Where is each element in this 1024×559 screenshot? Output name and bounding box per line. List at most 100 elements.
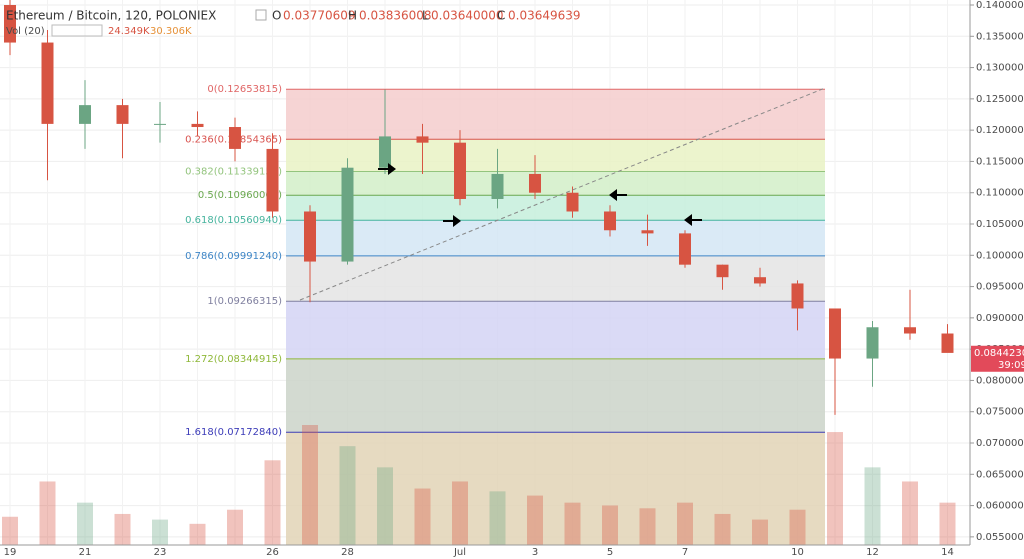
- y-tick-label: 0.11500000: [976, 156, 1024, 167]
- volume-bar: [939, 502, 956, 545]
- vol-controls[interactable]: [51, 24, 103, 37]
- y-tick-label: 0.08000000: [976, 375, 1024, 386]
- volume-bar: [714, 513, 731, 545]
- candle-body: [266, 148, 279, 212]
- y-tick-label: 0.07000000: [976, 438, 1024, 449]
- x-tick-label: 28: [341, 547, 354, 558]
- o-label: O: [272, 9, 281, 23]
- open: 0.03770609: [283, 9, 356, 23]
- volume-bar: [414, 488, 431, 545]
- candle-body: [941, 333, 954, 353]
- fib-band: [286, 432, 825, 545]
- axes: 0.05500000 0.06000000 0.06500000 0.07000000…: [4, 0, 1024, 558]
- x-tick-label: 19: [4, 547, 17, 558]
- volume-bar: [639, 508, 656, 545]
- fib-label: 1(0.09266315): [207, 296, 282, 307]
- volume-bar: [902, 481, 918, 545]
- candle-body: [4, 5, 16, 43]
- fib-band: [286, 195, 825, 221]
- fib-label: 1.618(0.07172840): [185, 427, 282, 438]
- candle-body: [116, 105, 129, 124]
- volume-bar: [452, 481, 468, 545]
- arrow-right: [378, 163, 396, 175]
- fib-band: [286, 255, 825, 302]
- volume-bar: [864, 467, 881, 545]
- countdown: 39:09: [998, 360, 1024, 371]
- last-price: 0.08442301: [974, 348, 1024, 359]
- y-tick-label: 0.06000000: [976, 501, 1024, 512]
- arrow-right: [443, 215, 461, 227]
- fib-label: 1.272(0.08344915): [185, 354, 282, 365]
- fib-band: [286, 139, 825, 172]
- volume-bar: [114, 513, 131, 545]
- x-tick-label: 12: [866, 547, 879, 558]
- fib-band: [286, 220, 825, 256]
- candle-body: [829, 308, 841, 359]
- candle-body: [154, 123, 166, 125]
- volume-bar: [752, 519, 768, 545]
- volume-bar: [77, 502, 93, 545]
- x-tick-label: Jul: [453, 547, 466, 558]
- candle-body: [604, 211, 616, 231]
- y-tick-label: 0.12500000: [976, 94, 1024, 105]
- candle-body: [304, 211, 316, 262]
- volume-bar: [39, 481, 56, 545]
- candle-body: [229, 127, 241, 149]
- candles: [4, 0, 954, 415]
- x-tick-label: 26: [266, 547, 279, 558]
- y-tick-label: 0.05500000: [976, 532, 1024, 543]
- l-label: L: [422, 9, 429, 23]
- legend: Ethereum / Bitcoin, 120, POLONIEX O 0.03…: [6, 9, 581, 38]
- high: 0.03836008: [359, 9, 432, 23]
- volume: [2, 425, 956, 545]
- x-tick-label: 14: [941, 547, 954, 558]
- last-price-tag: [971, 345, 1024, 372]
- y-tick-label: 0.10500000: [976, 219, 1024, 230]
- settings-icon[interactable]: [255, 9, 267, 21]
- low: 0.03640000: [431, 9, 504, 23]
- candle-body: [191, 123, 204, 128]
- time-axis: [0, 545, 970, 559]
- volume-bar: [677, 502, 693, 545]
- volume-bar: [227, 509, 243, 545]
- candle-body: [416, 136, 429, 143]
- candle-body: [866, 327, 879, 359]
- y-tick-label: 0.14000000: [976, 0, 1024, 11]
- candle-body: [491, 173, 504, 199]
- close: 0.03649639: [508, 9, 581, 23]
- fib-label: 0.786(0.09991240): [185, 251, 282, 262]
- fib-band: [286, 301, 825, 359]
- y-tick-label: 0.13000000: [976, 63, 1024, 74]
- y-tick-label: 0.06500000: [976, 469, 1024, 480]
- arrows: [378, 163, 702, 227]
- candle-body: [791, 283, 804, 309]
- volume-bar: [789, 509, 806, 545]
- volume-bar: [489, 491, 506, 545]
- volume-bar: [264, 460, 281, 545]
- h-label: H: [348, 9, 357, 23]
- candle-body: [341, 167, 354, 262]
- y-tick-label: 0.11000000: [976, 188, 1024, 199]
- fib-label: 0(0.12653815): [207, 84, 282, 95]
- arrow-left: [684, 214, 702, 226]
- volume-bar: [302, 425, 318, 545]
- volume-bar: [602, 505, 618, 545]
- y-tick-label: 0.07500000: [976, 407, 1024, 418]
- volume-bar: [2, 516, 18, 545]
- volume-bar: [189, 523, 206, 545]
- y-tick-label: 0.09000000: [976, 313, 1024, 324]
- volume-bar: [527, 495, 543, 545]
- candle-body: [641, 230, 654, 234]
- candle-body: [716, 264, 729, 278]
- trend-line: [299, 87, 826, 301]
- candle-body: [566, 192, 579, 212]
- candle-body: [679, 233, 691, 265]
- c-label: C: [497, 9, 505, 23]
- fib-label: 0.618(0.10560940): [185, 215, 282, 226]
- x-tick-label: 23: [154, 547, 167, 558]
- candle-body: [41, 42, 54, 124]
- candle-body: [379, 136, 391, 168]
- candle-body: [904, 327, 916, 334]
- y-tick-label: 0.10000000: [976, 250, 1024, 261]
